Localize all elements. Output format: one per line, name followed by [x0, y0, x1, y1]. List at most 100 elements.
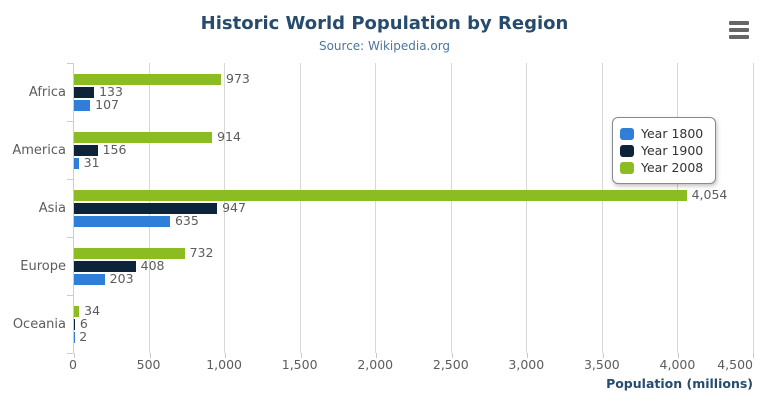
x-tick-label: 3,500 [583, 357, 620, 372]
data-label: 6 [79, 315, 88, 331]
gridline [450, 63, 452, 353]
category-label: America [12, 142, 66, 158]
hamburger-icon[interactable] [729, 21, 749, 41]
bar[interactable] [74, 86, 95, 98]
legend-item[interactable]: Year 1900 [620, 142, 703, 159]
x-axis-tick [527, 353, 529, 358]
bar-group: 732 408 203 [74, 237, 754, 295]
gridline [677, 63, 679, 353]
bar[interactable] [74, 202, 218, 214]
bar[interactable] [74, 73, 222, 85]
bar-row: 732 [74, 244, 754, 260]
gridline [224, 63, 226, 353]
y-axis-tick [67, 121, 73, 122]
legend-label: Year 1900 [641, 143, 704, 158]
y-axis-tick [67, 63, 73, 64]
bar[interactable] [74, 144, 98, 156]
bar[interactable] [74, 189, 687, 201]
x-tick-label: 1,000 [206, 357, 243, 372]
x-axis-tick-labels: 0 500 1,000 1,500 2,000 2,500 3,000 3,500 4,000 4… [69, 357, 753, 373]
bar[interactable] [74, 260, 136, 272]
x-axis-tick [753, 353, 754, 358]
x-tick-label: 3,000 [508, 357, 545, 372]
bar[interactable] [74, 131, 213, 143]
bar[interactable] [74, 99, 91, 111]
x-axis-tick [300, 353, 302, 358]
bar-group: 973 133 107 [74, 63, 754, 121]
bar[interactable] [74, 273, 105, 285]
x-tick-label: 4,500 [717, 357, 753, 372]
category-label: Asia [38, 200, 66, 216]
hamburger-bar [729, 35, 749, 39]
data-label: 133 [99, 83, 123, 99]
x-tick-label: 2,500 [432, 357, 469, 372]
x-axis-tick [451, 353, 453, 358]
gridline [299, 63, 301, 353]
bar-row: 133 [74, 83, 754, 99]
category-label: Europe [20, 258, 66, 274]
bar[interactable] [74, 247, 185, 259]
legend-label: Year 1800 [641, 126, 704, 141]
legend-label: Year 2008 [641, 160, 704, 175]
bar[interactable] [74, 215, 170, 227]
data-label: 31 [83, 154, 100, 170]
y-axis-tick [67, 295, 73, 296]
x-tick-label: 0 [69, 357, 77, 372]
x-tick-label: 4,000 [659, 357, 696, 372]
bar[interactable] [74, 305, 80, 317]
hamburger-bar [729, 21, 749, 25]
category-label: Africa [28, 84, 66, 100]
bar-row: 947 [74, 199, 754, 215]
data-label: 2 [79, 328, 88, 344]
x-tick-label: 500 [136, 357, 161, 372]
legend-swatch [620, 144, 634, 157]
bar-row: 408 [74, 257, 754, 273]
plot-area: 973 133 107 914 156 31 4,054 947 635 732 408 203 34 6… [67, 63, 754, 358]
bar-row: 34 [74, 302, 754, 318]
legend-item[interactable]: Year 1800 [620, 125, 703, 142]
bar-row: 203 [74, 270, 754, 286]
category-label: Oceania [12, 316, 66, 332]
bar-row: 4,054 [74, 188, 754, 201]
data-label: 635 [174, 212, 199, 228]
data-label: 107 [95, 96, 120, 112]
data-label: 732 [189, 244, 214, 260]
legend: Year 1800 Year 1900 Year 2008 [612, 117, 717, 184]
gridline [601, 63, 603, 353]
gridline [753, 63, 754, 353]
gridline [526, 63, 528, 353]
bar-group: 914 156 31 [74, 121, 754, 179]
x-tick-label: 2,000 [357, 357, 394, 372]
data-label: 156 [102, 141, 127, 157]
data-label: 914 [217, 128, 241, 144]
x-axis-tick [74, 353, 75, 358]
bar-row: 107 [74, 96, 754, 112]
gridline [375, 63, 377, 353]
bar[interactable] [74, 157, 79, 169]
data-label: 34 [84, 302, 101, 318]
legend-swatch [620, 161, 634, 174]
bar-row: 2 [74, 328, 754, 344]
data-label: 408 [140, 257, 165, 273]
bar-row: 6 [74, 315, 754, 331]
y-axis-category-labels: Africa America Asia Europe Oceania [0, 63, 66, 353]
x-axis-title: Population (millions) [606, 376, 753, 391]
y-axis-tick [67, 353, 73, 354]
legend-swatch [620, 127, 634, 140]
bar-row: 914 [74, 128, 754, 144]
bar-row: 156 [74, 141, 754, 157]
legend-item[interactable]: Year 2008 [620, 159, 703, 176]
hamburger-bar [729, 28, 749, 32]
x-axis-tick [678, 353, 680, 358]
y-axis-tick [67, 237, 73, 238]
x-axis-tick [225, 353, 227, 358]
data-label: 947 [222, 199, 246, 215]
bar-group: 4,054 947 635 [74, 179, 754, 237]
x-axis-tick [149, 353, 151, 358]
chart-subtitle: Source: Wikipedia.org [318, 39, 451, 53]
bar[interactable] [74, 318, 75, 330]
bar-row: 635 [74, 212, 754, 228]
data-label: 973 [226, 70, 250, 86]
data-label: 203 [109, 270, 134, 286]
